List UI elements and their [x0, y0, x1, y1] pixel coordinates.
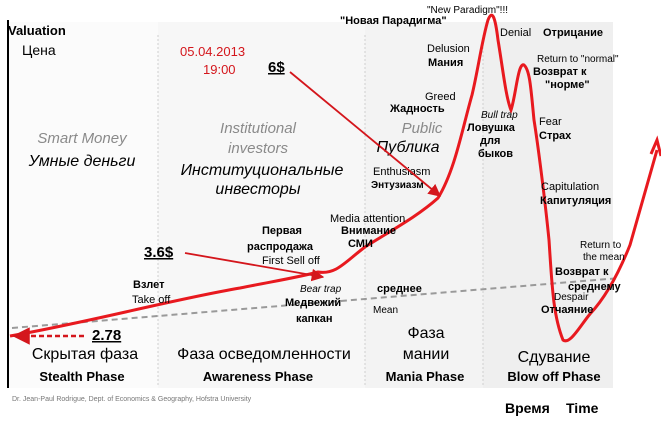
bulltrap-ru-2: для — [480, 135, 500, 147]
greed-en: Greed — [425, 91, 456, 103]
media-ru-1: Внимание — [341, 225, 396, 237]
denial-en: Denial — [500, 27, 531, 39]
delusion-ru: Мания — [428, 57, 463, 69]
greed-ru: Жадность — [389, 103, 445, 115]
y-axis-label-en: Valuation — [8, 23, 66, 38]
bottom2-en: Awareness Phase — [203, 369, 313, 384]
bottom4-ru: Сдувание — [518, 349, 591, 366]
price-36-arrow — [184, 252, 325, 282]
capitulation-ru: Капитуляция — [540, 195, 611, 207]
newparadigm-ru: "Новая Парадигма" — [340, 15, 447, 27]
enthusiasm-en: Enthusiasm — [373, 166, 430, 178]
overlay-time: 19:00 — [203, 62, 236, 77]
phase2-ru-2: инвесторы — [215, 181, 300, 198]
bottom4-en: Blow off Phase — [507, 369, 600, 384]
x-axis-label-ru: Время — [505, 400, 550, 416]
overlay-date: 05.04.2013 — [180, 44, 245, 59]
first-selloff-ru-1: Первая — [262, 225, 302, 237]
takeoff-ru: Взлет — [133, 279, 165, 291]
media-ru-2: СМИ — [348, 238, 373, 250]
return-normal-ru-1: Возврат к — [533, 66, 587, 78]
capitulation-en: Capitulation — [541, 181, 599, 193]
fear-en: Fear — [539, 116, 562, 128]
enthusiasm-ru: Энтузиазм — [371, 180, 424, 191]
return-mean-ru-2: среднему — [568, 281, 622, 293]
bottom3-ru-2: мании — [403, 346, 450, 363]
return-mean-ru-1: Возврат к — [555, 266, 609, 278]
denial-ru: Отрицание — [543, 27, 603, 39]
curve-arrowhead — [649, 135, 661, 157]
price-278-label: 2.78 — [92, 327, 121, 344]
x-axis-label-en: Time — [566, 400, 599, 416]
price-6-label: 6$ — [268, 59, 285, 76]
first-selloff-en: First Sell off — [262, 255, 321, 267]
y-axis-label-ru: Цена — [22, 42, 56, 58]
despair-en: Despair — [554, 292, 589, 303]
return-mean-en-2: the mean — [583, 252, 625, 263]
return-normal-en: Return to "normal" — [537, 54, 619, 65]
price-36-label: 3.6$ — [144, 244, 174, 261]
bottom3-en: Mania Phase — [386, 369, 465, 384]
mean-ru: среднее — [377, 283, 422, 295]
phase1-ru: Умные деньги — [28, 153, 136, 170]
beartrap-ru-1: Медвежий — [285, 297, 341, 309]
phase2-en-1: Institutional — [220, 120, 297, 137]
newparadigm-en: "New Paradigm"!!! — [427, 5, 508, 16]
phase2-en-2: investors — [228, 140, 289, 157]
phase1-en: Smart Money — [37, 130, 128, 147]
credit: Dr. Jean-Paul Rodrigue, Dept. of Economi… — [12, 396, 252, 403]
price-6-arrow — [289, 71, 441, 197]
bulltrap-ru-3: быков — [478, 148, 513, 160]
bottom1-en: Stealth Phase — [39, 369, 124, 384]
media-en: Media attention — [330, 213, 405, 225]
return-normal-ru-2: "норме" — [545, 79, 590, 91]
fear-ru: Страх — [539, 130, 572, 142]
despair-ru: Отчаяние — [541, 304, 593, 316]
bottom3-ru-1: Фаза — [407, 325, 444, 342]
bulltrap-en: Bull trap — [481, 110, 518, 121]
phase3-ru: Публика — [377, 139, 440, 156]
bottom2-ru: Фаза осведомленности — [177, 346, 351, 363]
delusion-en: Delusion — [427, 43, 470, 55]
beartrap-ru-2: капкан — [296, 313, 333, 325]
bottom1-ru: Скрытая фаза — [32, 346, 138, 363]
mean-line — [11, 277, 621, 329]
bulltrap-ru-1: Ловушка — [467, 122, 516, 134]
beartrap-en: Bear trap — [300, 284, 342, 295]
takeoff-en: Take off — [132, 294, 171, 306]
return-mean-en-1: Return to — [580, 240, 622, 251]
first-selloff-ru-2: распродажа — [247, 241, 314, 253]
phase-band-awareness — [158, 22, 365, 388]
phase3-en: Public — [402, 120, 443, 137]
phase2-ru-1: Институциональные — [181, 162, 344, 179]
phase-band-mania — [365, 22, 483, 388]
mean-en: Mean — [373, 305, 398, 316]
